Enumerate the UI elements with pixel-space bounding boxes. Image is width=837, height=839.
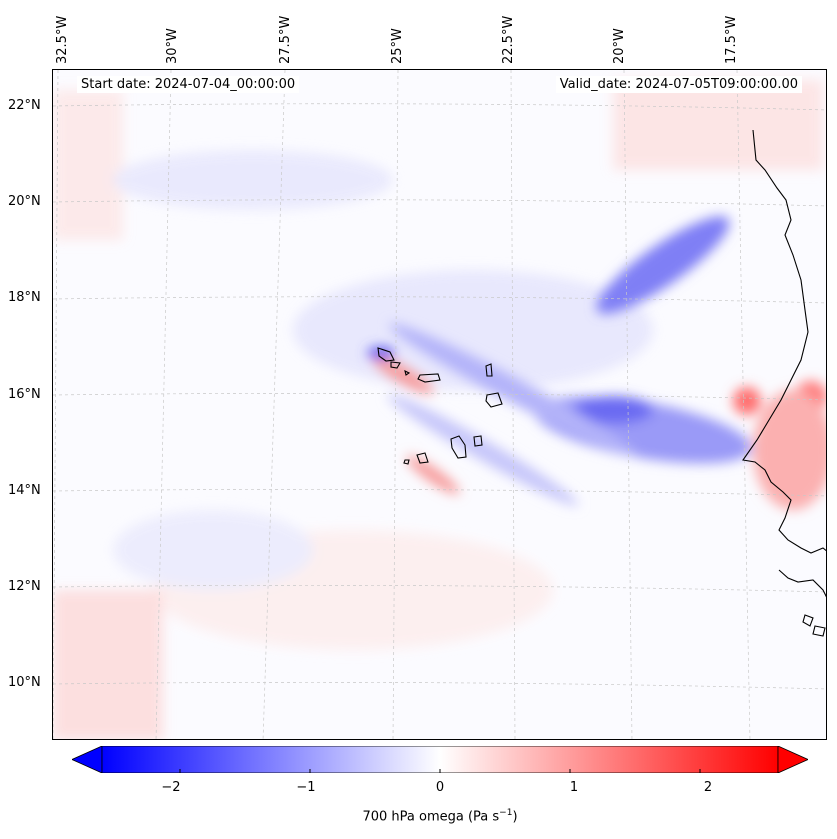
island-sal [485,363,493,377]
lat-label-16n: 16°N [8,387,41,402]
bijagos-islands [802,614,826,637]
lon-label-20w: 20°W [612,28,627,64]
red-area-east [753,390,826,510]
island-sao-nicolau [417,373,441,383]
lat-label-22n: 22°N [8,98,41,113]
lat-label-12n: 12°N [8,579,41,594]
valid-date-label: Valid_date: 2024-07-05T09:00:00.00 [555,76,802,93]
island-brava [403,459,410,465]
colorbar [72,746,808,773]
colorbar-body [101,746,779,773]
lon-label-32-5w: 32.5°W [55,15,70,64]
island-boa-vista [485,392,503,408]
lon-label-30w: 30°W [165,28,180,64]
blue-band-diag2 [387,394,579,506]
coastline [742,129,826,637]
red-streak-south [406,455,460,495]
pink-patch-ne [613,80,823,170]
red-streak-islands [372,356,434,394]
blue-patch-north [113,150,393,210]
red-spot-coast [733,387,761,415]
colorbar-tick-marks [179,769,701,773]
lat-label-18n: 18°N [8,290,41,305]
blue-streak-islands [367,347,395,359]
island-sao-vicente [390,361,401,369]
lon-label-27-5w: 27.5°W [278,15,293,64]
blue-band-east [534,396,752,464]
colorbar-tick-minus1: −1 [296,780,316,795]
map-panel[interactable]: Start date: 2024-07-04_00:00:00 Valid_da… [52,69,827,740]
colorbar-tick-1: 1 [569,780,579,795]
island-maio [473,435,483,447]
island-santo-antao [377,347,395,362]
lat-label-10n: 10°N [8,675,41,690]
omega-field [53,70,826,739]
blue-patch-south [113,510,313,590]
lat-label-20n: 20°N [8,194,41,209]
blue-band-east-core [573,396,653,424]
africa-coast [742,129,826,554]
pink-patch-sw [53,590,163,739]
blue-band-ne [596,216,730,314]
graticule [53,70,826,739]
island-santiago [450,435,467,459]
lon-label-22-5w: 22.5°W [501,15,516,64]
colorbar-tick-minus2: −2 [161,780,181,795]
island-santa-luzia [404,369,411,376]
colorbar-label: 700 hPa omega (Pa s−1) [362,808,518,825]
lat-label-14n: 14°N [8,483,41,498]
colorbar-tick-0: 0 [435,780,445,795]
africa-coast-south [778,569,826,598]
pink-patch-nw [53,90,123,240]
colorbar-extend-min [72,746,103,773]
start-date-label: Start date: 2024-07-04_00:00:00 [77,76,300,93]
island-fogo [416,452,429,464]
cape-verde-islands [377,347,503,465]
colorbar-extend-max [777,746,808,773]
colorbar-tick-2: 2 [703,780,713,795]
lon-label-25w: 25°W [390,28,405,64]
lon-label-17-5w: 17.5°W [724,15,739,64]
